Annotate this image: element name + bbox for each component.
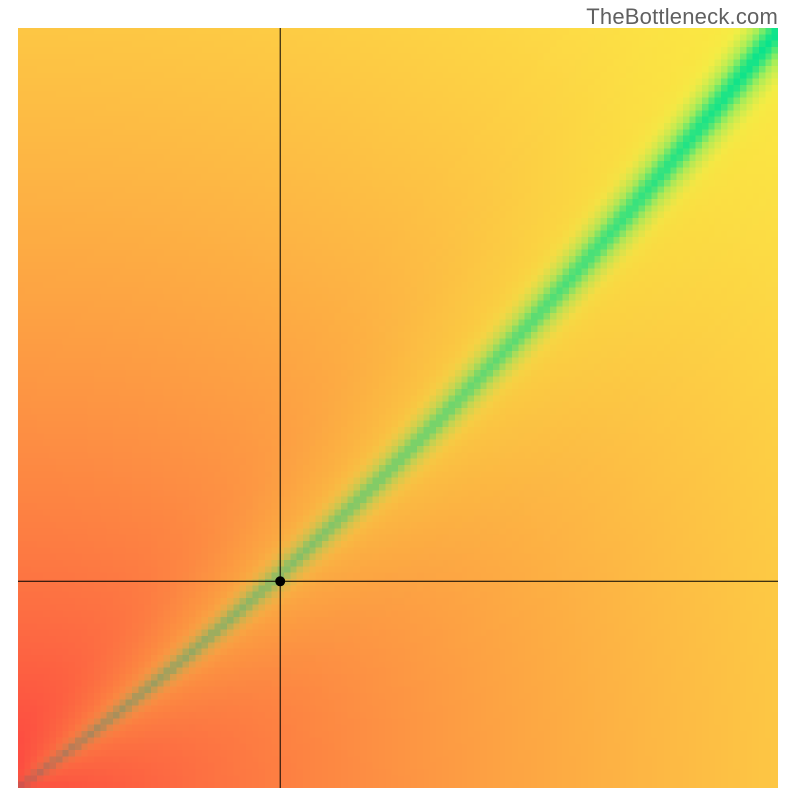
watermark-text: TheBottleneck.com — [586, 4, 778, 30]
crosshair-overlay — [18, 28, 778, 788]
figure-container: { "watermark": "TheBottleneck.com", "wat… — [0, 0, 800, 800]
crosshair-marker — [275, 576, 285, 586]
